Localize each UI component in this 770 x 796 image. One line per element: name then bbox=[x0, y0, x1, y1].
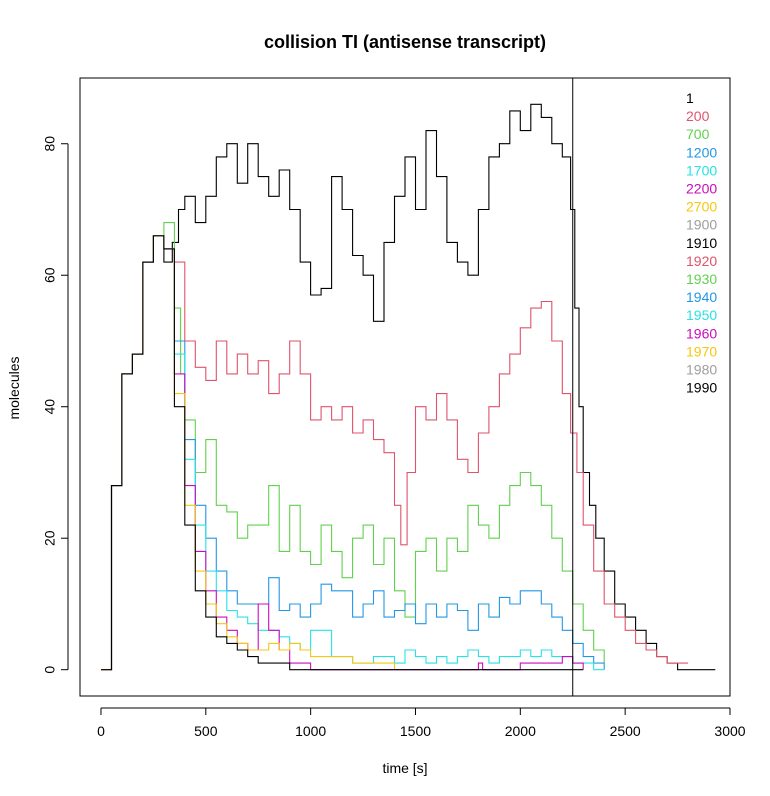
series-line-6 bbox=[101, 235, 396, 671]
series-line-0 bbox=[101, 103, 716, 671]
y-tick-label: 40 bbox=[42, 399, 58, 415]
legend-entry: 1900 bbox=[686, 217, 717, 233]
legend-entry: 1970 bbox=[686, 343, 717, 359]
legend-entry: 1930 bbox=[686, 271, 717, 287]
legend-entry: 2700 bbox=[686, 199, 717, 215]
x-tick-label: 2500 bbox=[610, 723, 641, 739]
x-axis-label: time [s] bbox=[382, 760, 427, 776]
legend-entry: 2200 bbox=[686, 181, 717, 197]
axes-layer: 0 500 1000 1500 2000 2500 3000 0 20 40 60 80 bbox=[42, 136, 746, 739]
y-tick-label: 0 bbox=[42, 666, 58, 674]
y-axis-label: molecules bbox=[6, 356, 22, 419]
legend-entry: 1990 bbox=[686, 380, 717, 396]
series-layer bbox=[101, 78, 716, 696]
x-tick-label: 1500 bbox=[400, 723, 431, 739]
legend-entry: 1910 bbox=[686, 235, 717, 251]
plot-frame bbox=[79, 77, 731, 697]
x-tick-label: 1000 bbox=[295, 723, 326, 739]
legend-entry: 1920 bbox=[686, 253, 717, 269]
legend-entry: 1200 bbox=[686, 144, 717, 160]
legend: 1200700120017002200270019001910192019301… bbox=[686, 90, 717, 396]
x-tick-label: 2000 bbox=[505, 723, 536, 739]
legend-entry: 1960 bbox=[686, 325, 717, 341]
legend-entry: 1980 bbox=[686, 362, 717, 378]
series-line-7 bbox=[101, 235, 584, 671]
series-line-1 bbox=[101, 235, 689, 671]
series-line-3 bbox=[101, 235, 605, 671]
legend-entry: 1 bbox=[686, 90, 694, 106]
y-tick-label: 60 bbox=[42, 267, 58, 283]
x-tick-label: 500 bbox=[194, 723, 218, 739]
y-tick-label: 20 bbox=[42, 530, 58, 546]
legend-entry: 200 bbox=[686, 108, 710, 124]
chart-title: collision TI (antisense transcript) bbox=[264, 32, 546, 52]
x-tick-label: 3000 bbox=[714, 723, 745, 739]
legend-entry: 1950 bbox=[686, 307, 717, 323]
x-tick-label: 0 bbox=[97, 723, 105, 739]
series-line-5 bbox=[101, 235, 584, 671]
legend-entry: 1940 bbox=[686, 289, 717, 305]
legend-entry: 700 bbox=[686, 126, 710, 142]
y-tick-label: 80 bbox=[42, 136, 58, 152]
legend-entry: 1700 bbox=[686, 162, 717, 178]
